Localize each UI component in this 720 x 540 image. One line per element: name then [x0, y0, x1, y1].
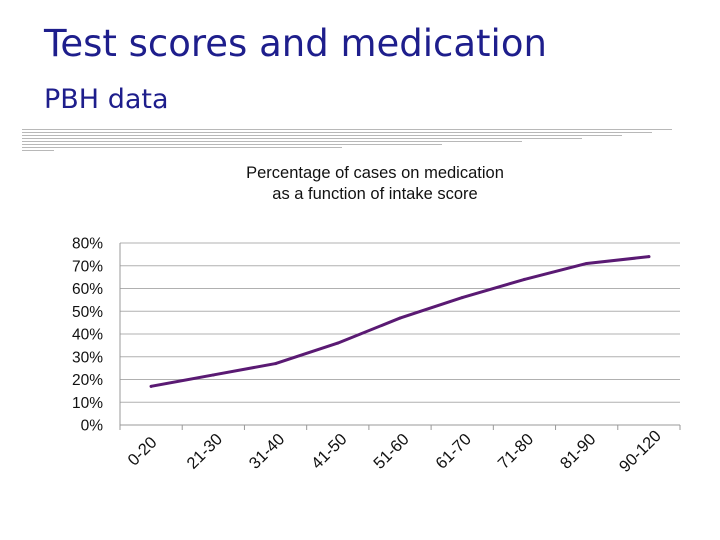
decorative-rule [22, 135, 622, 136]
decorative-rule [22, 141, 522, 142]
chart-title-line-2: as a function of intake score [272, 185, 478, 203]
x-tick-label: 41-50 [308, 430, 351, 473]
chart-title-line-1: Percentage of cases on medication [246, 164, 504, 182]
decorative-rule [22, 132, 652, 133]
x-tick-label: 51-60 [370, 430, 413, 473]
slide-subtitle: PBH data [44, 84, 169, 115]
data-point [274, 362, 278, 366]
x-tick-label: 81-90 [557, 430, 600, 473]
x-tick-label: 0-20 [125, 433, 161, 469]
data-point [460, 296, 464, 300]
x-tick-label: 90-120 [616, 427, 665, 476]
x-tick-label: 61-70 [432, 430, 475, 473]
y-tick-label: 60% [72, 281, 103, 298]
y-tick-label: 40% [72, 327, 103, 344]
y-tick-label: 80% [72, 236, 103, 253]
data-point [398, 316, 402, 320]
data-point [647, 255, 651, 259]
decorative-rule [22, 150, 54, 151]
data-point [211, 373, 215, 377]
x-tick-label: 71-80 [495, 430, 538, 473]
y-tick-label: 20% [72, 372, 103, 389]
x-tick-label: 31-40 [246, 430, 289, 473]
decorative-rule [22, 129, 672, 130]
x-tick-label: 21-30 [184, 430, 227, 473]
decorative-rule [22, 138, 582, 139]
decorative-rule [22, 147, 342, 148]
slide-title: Test scores and medication [44, 22, 547, 65]
data-point [522, 277, 526, 281]
data-point [585, 261, 589, 265]
decorative-rule [22, 144, 442, 145]
y-tick-label: 10% [72, 395, 103, 412]
y-tick-label: 30% [72, 349, 103, 366]
y-tick-label: 0% [81, 418, 104, 435]
series-line [149, 255, 651, 388]
data-point [336, 341, 340, 345]
data-point [149, 384, 153, 388]
chart-title: Percentage of cases on medication as a f… [200, 163, 550, 205]
y-tick-label: 70% [72, 258, 103, 275]
y-tick-label: 50% [72, 304, 103, 321]
